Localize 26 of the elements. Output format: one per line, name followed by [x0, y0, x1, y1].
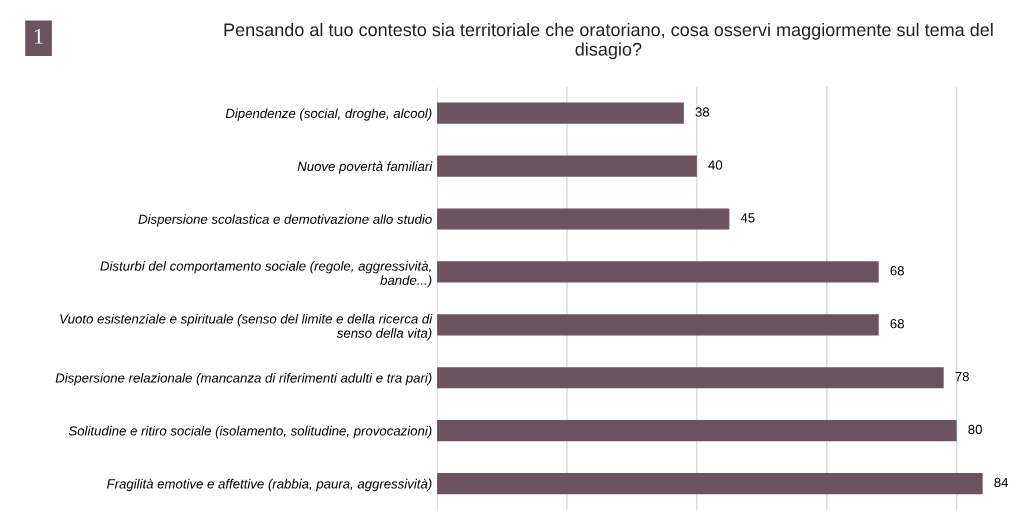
bar [437, 472, 983, 495]
y-tick-label: Dipendenze (social, droghe, alcool) [225, 108, 432, 121]
data-label: 45 [740, 213, 755, 223]
bar [437, 261, 879, 283]
y-tick-label: Fragilità emotive e affettive (rabbia, paura, aggressività) [106, 478, 432, 492]
data-label: 40 [708, 160, 723, 170]
y-tick-label: Vuoto esistenziale e spirituale (senso del limite e della ricerca di senso della vita) [60, 313, 433, 341]
data-label: 78 [955, 371, 969, 382]
y-tick-label: Solitudine e ritiro sociale (isolamento, solitudine, provocazioni) [68, 425, 432, 439]
y-tick-label: Dispersione scolastica e demotivazione allo studio [138, 214, 432, 227]
y-tick-label: Nuove povertà familiari [297, 161, 433, 174]
text: 1 [34, 28, 43, 44]
data-label: 80 [968, 424, 982, 435]
bar [437, 155, 697, 177]
chart-title: Pensando al tuo contesto sia territoriale che oratoriano, cosa osservi maggiormente sul tema del disagio? [224, 22, 993, 60]
bar [437, 102, 684, 124]
y-tick-label: Disturbi del comportamento sociale (regole, aggressività, bande...) [100, 260, 432, 288]
data-label: 68 [890, 266, 904, 276]
bar [437, 420, 957, 442]
data-label: 38 [695, 107, 710, 117]
bar [437, 208, 730, 230]
data-label: 84 [994, 477, 1009, 488]
bar [437, 314, 879, 336]
data-label: 68 [890, 319, 904, 329]
bar [437, 367, 944, 389]
y-tick-label: Dispersione relazionale (mancanza di riferimenti adulti e tra pari) [55, 372, 432, 386]
